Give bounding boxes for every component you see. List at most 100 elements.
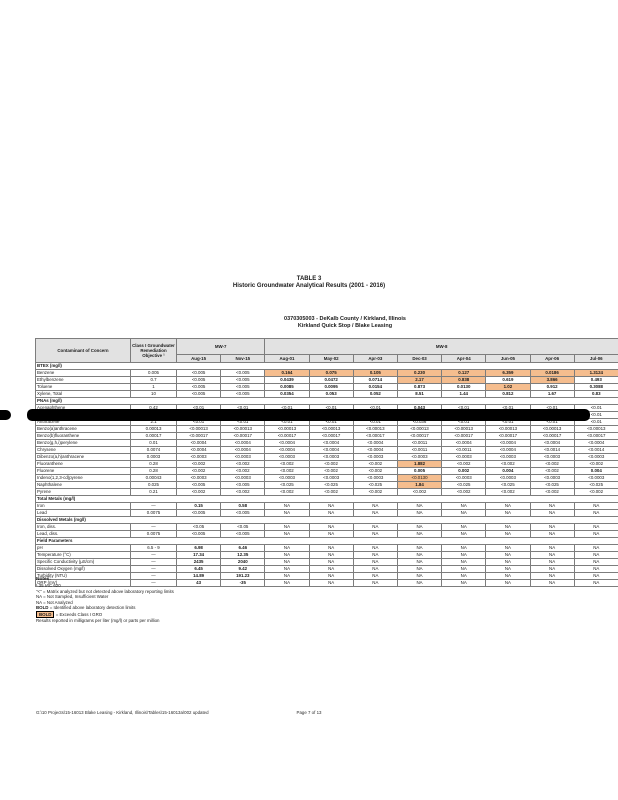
result-cell: <0.002 [308, 467, 354, 475]
result-cell: NA [485, 530, 531, 538]
result-cell: <0.002 [441, 460, 487, 468]
objective-value: 0.025 [130, 481, 177, 489]
result-cell: 1.882 [396, 460, 443, 468]
result-cell: NA [441, 530, 487, 538]
result-cell: 1.3124 [573, 369, 618, 377]
result-cell: 17.34 [175, 551, 222, 559]
contaminant-name: Benzene [35, 369, 131, 377]
result-cell: <0.002 [175, 467, 222, 475]
table-number: TABLE 3 [296, 276, 322, 282]
result-cell: 0.075 [308, 369, 354, 377]
result-cell: <0.025 [264, 481, 310, 489]
result-cell: <0.0003 [485, 453, 531, 461]
result-cell: <0.025 [352, 481, 398, 489]
results-table: Contaminant of Concern Class I Groundwate… [35, 338, 618, 587]
result-cell: <0.002 [529, 467, 575, 475]
redaction-edge-mark [0, 410, 11, 420]
result-cell: <0.002 [264, 460, 310, 468]
result-cell: 0.0714 [352, 376, 398, 384]
table-row: Specific Conductivity (µS/cm) —2435 2040 NA… [35, 558, 618, 566]
result-cell: <0.0004 [175, 446, 222, 454]
note-line-bold: BOLD = Identified above laboratory detec… [36, 605, 436, 611]
result-cell: <0.0003 [352, 474, 398, 482]
objective-value: — [130, 551, 177, 559]
contaminant-name: Pyrene [35, 488, 131, 496]
result-cell: <0.002 [308, 488, 354, 496]
result-cell: NA [264, 544, 310, 552]
result-cell: <0.0014 [529, 446, 575, 454]
result-cell: NA [264, 509, 310, 517]
result-cell: <0.0003 [529, 453, 575, 461]
bold-note-text: = Identified above laboratory detection … [49, 605, 136, 611]
contaminant-name: Fluoranthene [35, 460, 131, 468]
result-cell: <0.00013 [175, 425, 222, 433]
contaminant-name: Dibenzo(a,h)anthracene [35, 453, 131, 461]
contaminant-name: Benzo(b)fluoranthene [35, 432, 131, 440]
result-cell: <0.002 [175, 460, 222, 468]
result-cell: <0.0004 [264, 439, 310, 447]
section-label: Dissolved Metals (mg/l) [35, 516, 618, 524]
contaminant-name: Temperature (°C) [35, 551, 131, 559]
result-cell: <0.00013 [220, 425, 266, 433]
table-row: pH 6.5 - 9 6.98 6.46 NA NA NA NA NA NA NA NA [35, 544, 618, 552]
result-cell: <0.0003 [308, 474, 354, 482]
result-cell: <0.002 [220, 467, 266, 475]
result-cell: <0.00013 [529, 425, 575, 433]
table-row: Benzo(b)fluoranthene 0.00017 <0.00017 <0.00… [35, 432, 618, 440]
result-cell: <0.002 [264, 467, 310, 475]
result-cell: <0.005 [175, 509, 222, 517]
result-cell: NA [529, 509, 575, 517]
objective-value: — [130, 502, 177, 510]
objective-value: 6.5 - 9 [130, 544, 177, 552]
result-cell: <0.002 [396, 488, 443, 496]
result-cell: 0.053 [308, 390, 354, 398]
result-cell: <0.005 [220, 369, 266, 377]
result-cell: <0.0003 [264, 453, 310, 461]
result-cell: <0.005 [175, 390, 222, 398]
objective-value: 0.0075 [130, 509, 177, 517]
contaminant-name: Naphthalene [35, 481, 131, 489]
result-cell: 0.0130 [441, 383, 487, 391]
table-row: Pyrene 0.21 <0.002 <0.002 <0.002 <0.002 <0.002… [35, 488, 618, 496]
table-row: ORP (mV) —43 -35 NA NA NA NA NA NA NA NA [35, 579, 618, 587]
result-cell: <0.00017 [175, 432, 222, 440]
result-cell: NA [485, 565, 531, 573]
result-cell: NA [308, 558, 354, 566]
result-cell: <0.002 [175, 488, 222, 496]
result-cell: NA [485, 551, 531, 559]
table-title-text: Historic Groundwater Analytical Results … [232, 283, 386, 289]
result-cell: <0.005 [220, 530, 266, 538]
result-cell: <0.00013 [352, 425, 398, 433]
objective-value: 0.01 [130, 439, 177, 447]
result-cell: 0.493 [573, 376, 618, 384]
result-cell: NA [529, 579, 575, 587]
contaminant-name: Ethylbenzene [35, 376, 131, 384]
result-cell: <0.00017 [308, 432, 354, 440]
header-date: Aug-01 [264, 354, 310, 363]
result-cell: NA [529, 502, 575, 510]
header-well-mw-8: MW-8 [264, 338, 618, 355]
result-cell: 0.0085 [264, 383, 310, 391]
result-cell: NA [529, 565, 575, 573]
result-cell: <0.002 [352, 467, 398, 475]
result-cell: <0.05 [175, 523, 222, 531]
result-cell: <0.0003 [175, 453, 222, 461]
note-line: ¹ 35 IAC 620 [36, 583, 61, 588]
section-row: BTEX (mg/l) [35, 362, 618, 370]
result-cell: NA [264, 523, 310, 531]
result-cell: NA [396, 523, 443, 531]
note-line-exceed: BOLD = Exceeds Class I GRO [36, 610, 436, 618]
contaminant-name: Benzo(g,h,i)perylene [35, 439, 131, 447]
result-cell: NA [441, 572, 487, 580]
result-cell: <0.005 [220, 390, 266, 398]
result-cell: <0.025 [308, 481, 354, 489]
result-cell: <0.025 [573, 481, 618, 489]
result-cell: <0.05 [220, 523, 266, 531]
result-cell: <0.005 [220, 376, 266, 384]
result-cell: NA [573, 530, 618, 538]
result-cell: <0.00017 [573, 432, 618, 440]
result-cell: 0.15 [175, 502, 222, 510]
result-cell: <0.0130 [396, 474, 443, 482]
objective-value: 0.00013 [130, 425, 177, 433]
objective-value: 0.7 [130, 376, 177, 384]
